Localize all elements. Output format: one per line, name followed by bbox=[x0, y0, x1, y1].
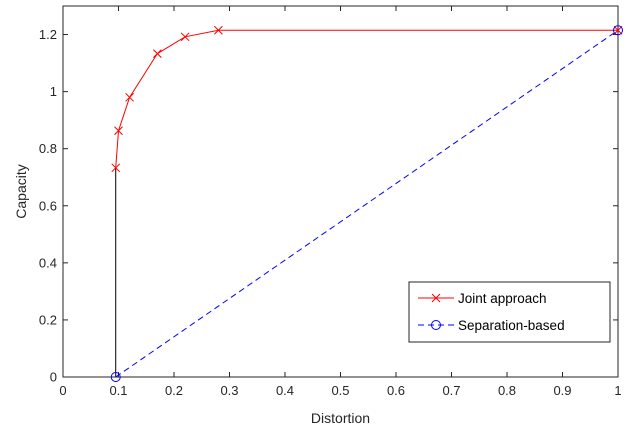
y-tick-label: 1.2 bbox=[39, 27, 57, 42]
x-tick-label: 0.3 bbox=[220, 383, 238, 398]
y-tick-label: 0.8 bbox=[39, 141, 57, 156]
y-tick-label: 0.6 bbox=[39, 198, 57, 213]
marker-x-stroke bbox=[613, 25, 623, 35]
marker-x-stroke bbox=[125, 92, 134, 102]
marker-x-stroke bbox=[152, 49, 162, 59]
legend-box bbox=[408, 281, 611, 343]
data-point-series-1 bbox=[613, 25, 623, 35]
y-tick-label: 0.4 bbox=[39, 255, 57, 270]
y-tick-label: 0 bbox=[50, 370, 57, 385]
marker-x-stroke bbox=[431, 293, 441, 303]
data-point-series-1 bbox=[125, 92, 134, 102]
x-tick-label: 0.2 bbox=[165, 383, 183, 398]
x-tick-label: 0.4 bbox=[276, 383, 294, 398]
data-point-series-1 bbox=[180, 32, 190, 42]
data-point-series-1 bbox=[152, 49, 162, 59]
data-point-series-2 bbox=[613, 25, 623, 36]
x-axis-label: Distortion bbox=[311, 410, 370, 426]
legend-label-1: Joint approach bbox=[458, 291, 547, 306]
y-tick-label: 1 bbox=[50, 84, 57, 99]
marker-x-stroke bbox=[180, 32, 190, 42]
legend-marker-1 bbox=[431, 293, 441, 303]
marker-x-stroke bbox=[214, 25, 223, 35]
data-point-series-1 bbox=[111, 163, 121, 173]
marker-x-stroke bbox=[111, 163, 121, 173]
y-tick-label: 0.2 bbox=[39, 312, 57, 327]
x-tick-label: 0.8 bbox=[498, 383, 516, 398]
x-tick-label: 0.7 bbox=[442, 383, 460, 398]
data-point-series-2 bbox=[110, 372, 121, 382]
x-tick-label: 0.5 bbox=[331, 383, 349, 398]
legend-label-2: Separation-based bbox=[458, 318, 565, 333]
x-tick-label: 0.1 bbox=[109, 383, 127, 398]
plot-area bbox=[110, 25, 623, 382]
legend-marker-2 bbox=[431, 320, 441, 330]
x-tick-label: 1 bbox=[614, 383, 621, 398]
x-tick-label: 0.9 bbox=[553, 383, 571, 398]
data-point-series-1 bbox=[214, 25, 223, 35]
legend: Joint approach Separation-based bbox=[408, 281, 611, 343]
series-line-2 bbox=[115, 29, 619, 378]
series-line-1 bbox=[115, 29, 618, 168]
x-tick-label: 0.6 bbox=[387, 383, 405, 398]
x-tick-label: 0 bbox=[59, 383, 66, 398]
axes: 0 0.1 0.2 0.3 0.4 0.5 0.6 0.7 0.8 0.9 1 0 0.2 0.4 0.6 0… bbox=[39, 5, 622, 398]
y-axis-label: Capacity bbox=[13, 164, 29, 218]
data-point-series-1 bbox=[114, 126, 123, 136]
marker-x-stroke bbox=[114, 126, 123, 136]
